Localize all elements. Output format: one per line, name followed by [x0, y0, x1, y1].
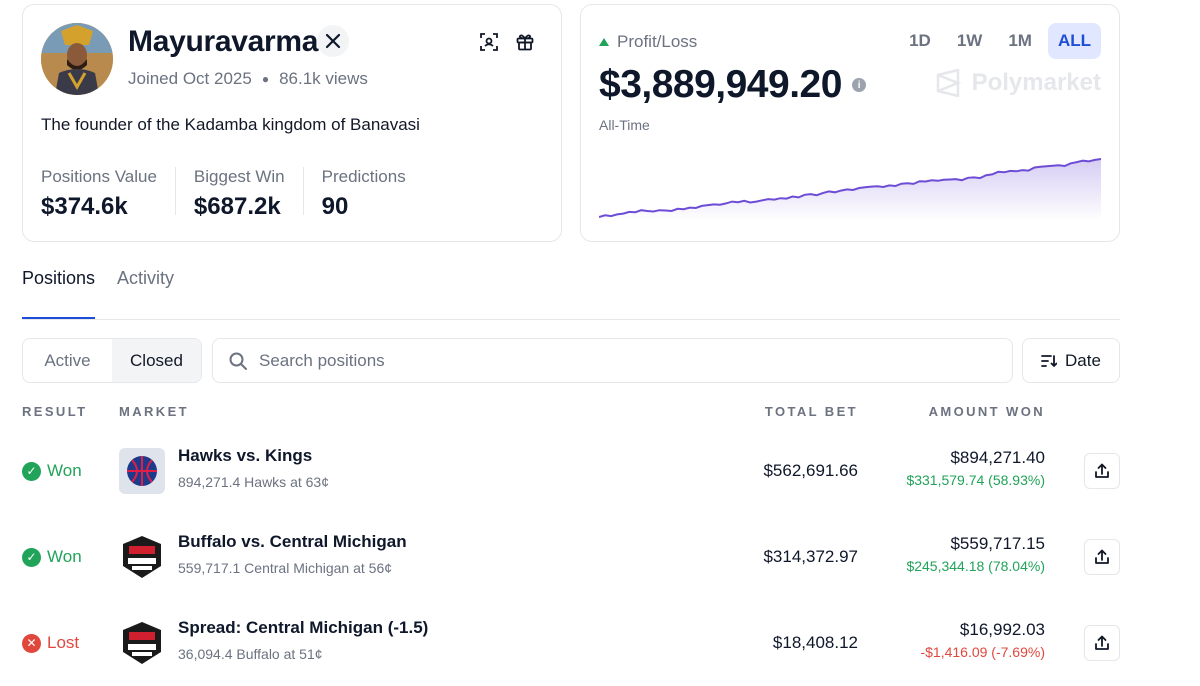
period-1d[interactable]: 1D: [909, 31, 931, 50]
separator-dot: ●: [261, 72, 270, 86]
amount-won: $559,717.15 $245,344.18 (78.04%): [906, 534, 1045, 574]
result-won: ✓ Won: [22, 514, 82, 600]
check-circle-icon: ✓: [22, 461, 41, 481]
sparkline-line: [599, 158, 1101, 218]
share-icon: [1095, 635, 1109, 650]
column-header-amount-won: AMOUNT WON: [928, 404, 1045, 419]
result-won: ✓ Won: [22, 428, 82, 514]
profit-loss-card: Profit/Loss $3,889,949.20 i All-Time 1D …: [580, 4, 1120, 242]
toggle-active[interactable]: Active: [44, 350, 91, 370]
share-icon: [1095, 549, 1109, 564]
profile-name: Mayuravarma: [128, 25, 319, 58]
polymarket-brand-text: Polymarket: [971, 69, 1101, 96]
amount-won-delta: -$1,416.09 (-7.69%): [920, 644, 1045, 660]
search-input[interactable]: [259, 350, 959, 371]
amount-won: $16,992.03 -$1,416.09 (-7.69%): [920, 620, 1045, 660]
sort-label: Date: [1065, 350, 1101, 370]
tab-positions[interactable]: Positions: [22, 268, 96, 319]
tab-divider: [22, 319, 1120, 320]
avatar[interactable]: [41, 23, 113, 95]
stat-label: Biggest Win: [193, 167, 285, 186]
info-icon[interactable]: i: [851, 78, 866, 92]
view-count: 86.1k views: [279, 69, 368, 88]
espn-college-football-icon: [119, 534, 165, 580]
total-bet: $562,691.66: [763, 461, 858, 480]
stat-label: Positions Value: [41, 167, 157, 186]
gift-icon[interactable]: [514, 31, 536, 53]
table-row[interactable]: ✓ Won Hawks vs. Kings 894,271.4 Hawks at…: [22, 428, 1120, 514]
profit-loss-sparkline: [599, 158, 1101, 221]
column-header-result: RESULT: [22, 404, 88, 419]
amount-won: $894,271.40 $331,579.74 (58.93%): [906, 448, 1045, 488]
stat-biggest-win: Biggest Win $687.2k: [193, 167, 304, 220]
share-icon: [1095, 463, 1109, 478]
market-title[interactable]: Spread: Central Michigan (-1.5): [178, 618, 429, 637]
share-button[interactable]: [1084, 453, 1120, 489]
profile-stats: Positions Value $374.6k Biggest Win $687…: [41, 167, 442, 220]
qr-scan-icon[interactable]: [478, 31, 500, 53]
profit-loss-label: Profit/Loss: [599, 32, 697, 52]
table-row[interactable]: ✓ Won Buffalo vs. Central Michigan 559,7…: [22, 514, 1120, 600]
x-circle-icon: ✕: [22, 633, 41, 653]
table-row[interactable]: ✕ Lost Spread: Central Michigan (-1.5) 3…: [22, 600, 1120, 686]
status-toggle: Active Closed: [22, 338, 202, 383]
market-subtitle: 559,717.1 Central Michigan at 56¢: [178, 560, 393, 576]
stat-value: 90: [321, 193, 349, 220]
period-all[interactable]: ALL: [1047, 23, 1101, 59]
tab-activity[interactable]: Activity: [117, 268, 175, 288]
profit-loss-amount: $3,889,949.20: [599, 63, 842, 106]
profile-meta: Joined Oct 2025 ● 86.1k views: [128, 69, 368, 89]
stat-positions-value: Positions Value $374.6k: [41, 167, 176, 220]
search-box: [212, 338, 1013, 383]
check-circle-icon: ✓: [22, 547, 41, 567]
profit-loss-value: $3,889,949.20 i: [599, 63, 866, 107]
period-1w[interactable]: 1W: [956, 31, 983, 50]
result-label: Lost: [47, 633, 80, 652]
x-logo-icon[interactable]: [317, 25, 349, 57]
polymarket-logo-icon: [936, 69, 961, 97]
result-label: Won: [47, 547, 82, 566]
profile-bio: The founder of the Kadamba kingdom of Ba…: [41, 115, 420, 134]
sort-icon: [1041, 354, 1058, 367]
stat-value: $687.2k: [193, 193, 281, 220]
result-lost: ✕ Lost: [22, 600, 79, 686]
stat-predictions: Predictions 90: [321, 167, 424, 220]
column-header-total-bet: TOTAL BET: [764, 404, 858, 419]
toggle-closed[interactable]: Closed: [112, 339, 201, 382]
joined-date: Joined Oct 2025: [128, 69, 252, 88]
share-button[interactable]: [1084, 625, 1120, 661]
trend-up-icon: [599, 38, 609, 46]
result-label: Won: [47, 461, 82, 480]
amount-won-delta: $245,344.18 (78.04%): [906, 558, 1045, 574]
period-1m[interactable]: 1M: [1008, 31, 1032, 50]
amount-won-value: $894,271.40: [950, 448, 1045, 467]
stat-label: Predictions: [321, 167, 406, 186]
column-header-market: MARKET: [119, 404, 190, 419]
profit-loss-label-text: Profit/Loss: [617, 32, 698, 51]
market-title[interactable]: Buffalo vs. Central Michigan: [178, 532, 407, 551]
share-button[interactable]: [1084, 539, 1120, 575]
total-bet: $314,372.97: [763, 547, 858, 566]
espn-college-football-icon: [119, 620, 165, 666]
sort-button[interactable]: Date: [1022, 338, 1120, 383]
period-selector: 1D 1W 1M ALL: [899, 23, 1101, 59]
market-title[interactable]: Hawks vs. Kings: [178, 446, 313, 465]
stat-value: $374.6k: [41, 193, 128, 220]
polymarket-watermark: Polymarket: [936, 69, 1101, 97]
search-icon: [229, 352, 247, 370]
nba-basketball-icon: [119, 448, 165, 494]
total-bet: $18,408.12: [772, 633, 858, 652]
amount-won-delta: $331,579.74 (58.93%): [906, 472, 1045, 488]
market-subtitle: 894,271.4 Hawks at 63¢: [178, 474, 329, 490]
amount-won-value: $559,717.15: [950, 534, 1045, 553]
profit-loss-range: All-Time: [599, 117, 650, 133]
profile-tabs: Positions Activity: [22, 268, 174, 319]
profile-card: Mayuravarma Joined Oct 2025 ● 86.1k view…: [22, 4, 562, 242]
amount-won-value: $16,992.03: [959, 620, 1045, 639]
market-subtitle: 36,094.4 Buffalo at 51¢: [178, 646, 323, 662]
